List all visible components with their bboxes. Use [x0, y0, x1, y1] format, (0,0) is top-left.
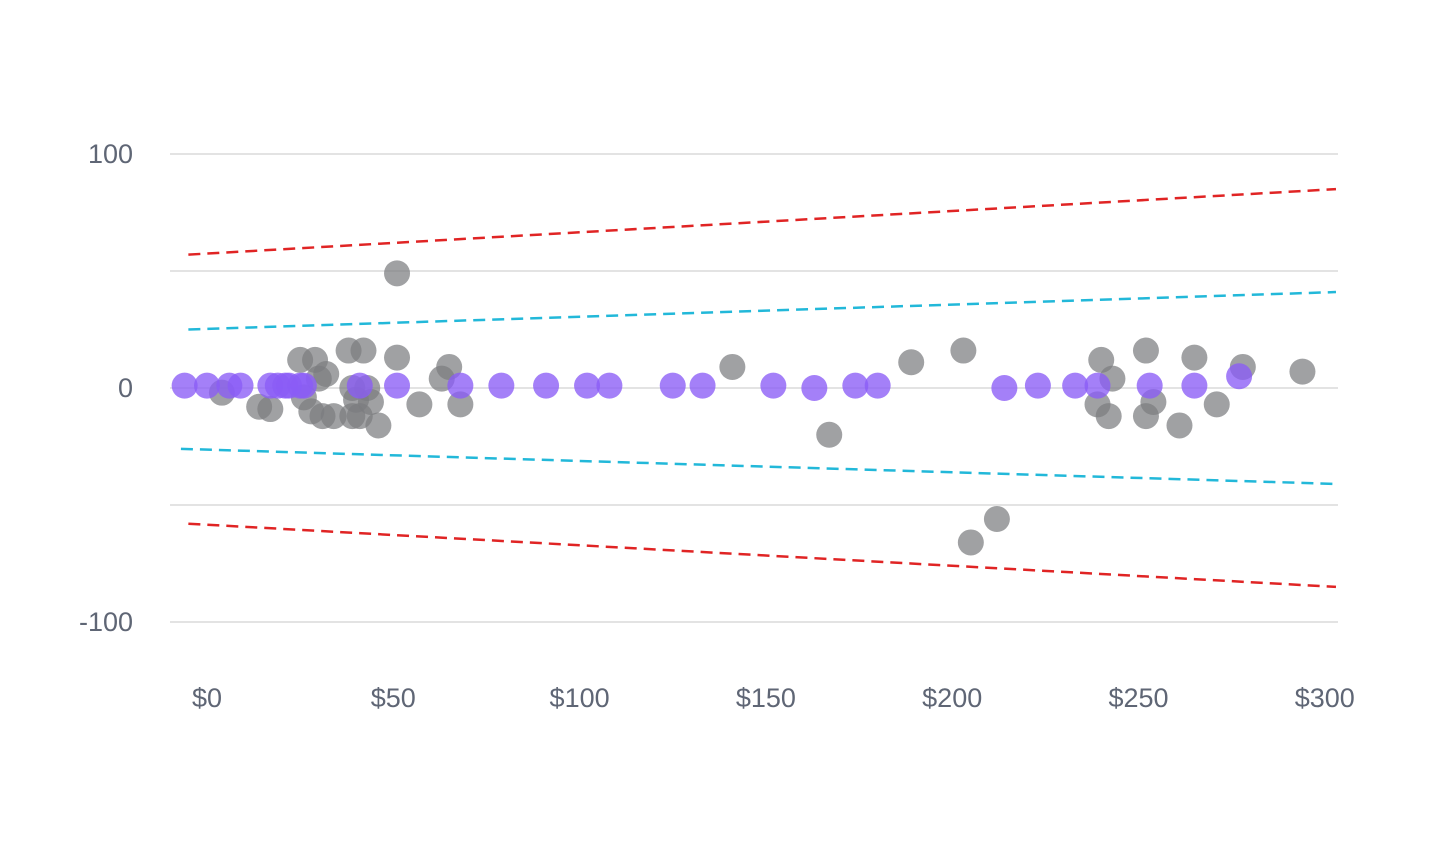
predicted-point — [991, 375, 1018, 401]
predicted-point — [801, 375, 828, 401]
predicted-point — [1062, 372, 1089, 399]
observed-point — [816, 421, 843, 448]
x-tick-label: $150 — [736, 683, 796, 713]
observed-point — [447, 391, 474, 418]
predicted-point — [194, 372, 220, 399]
predicted-point — [488, 372, 515, 399]
predicted-point — [346, 372, 373, 399]
predicted-point — [384, 372, 411, 399]
x-axis: $0 $50 $100 $150 $200 $250 $300 — [192, 683, 1355, 713]
predicted-point — [1136, 372, 1163, 399]
observed-point — [1181, 344, 1208, 371]
predicted-point — [1084, 372, 1111, 399]
observed-point — [719, 353, 746, 380]
inner-band-line — [180, 447, 1337, 486]
observed-point — [1203, 391, 1230, 418]
observed-point — [1088, 346, 1115, 373]
observed-point — [436, 353, 463, 380]
observed-point — [384, 344, 411, 371]
x-tick-label: $100 — [550, 683, 610, 713]
predicted-point — [596, 372, 623, 399]
y-tick-label: 100 — [88, 139, 133, 169]
observed-point — [384, 260, 411, 287]
predicted-point — [1226, 363, 1253, 390]
predicted-point — [760, 372, 787, 399]
y-axis: 100 0 -100 — [79, 139, 133, 637]
y-tick-label: 0 — [118, 373, 133, 403]
predicted-point — [689, 372, 716, 399]
outer-band-line — [188, 522, 1337, 589]
x-tick-label: $0 — [192, 683, 222, 713]
x-tick-label: $250 — [1108, 683, 1168, 713]
observed-point — [365, 412, 392, 439]
observed-point — [350, 337, 377, 364]
observed-point — [1095, 403, 1122, 430]
observed-point — [898, 349, 925, 376]
observed-point — [1132, 337, 1159, 364]
predicted-point — [290, 372, 317, 399]
observed-point — [406, 391, 433, 418]
predicted-point — [447, 372, 474, 399]
x-tick-label: $200 — [922, 683, 982, 713]
point-layer — [171, 260, 1316, 556]
inner-band-line — [188, 290, 1337, 331]
predicted-point — [1181, 372, 1208, 399]
x-tick-label: $50 — [371, 683, 416, 713]
observed-point — [320, 403, 347, 430]
band-layer — [180, 187, 1337, 589]
observed-point — [1289, 358, 1316, 385]
predicted-point — [227, 372, 254, 399]
observed-point — [957, 529, 984, 556]
observed-point — [1166, 412, 1193, 439]
outer-band-line — [188, 187, 1337, 256]
predicted-point — [171, 372, 198, 399]
predicted-point — [533, 372, 560, 399]
observed-point — [950, 337, 977, 364]
y-tick-label: -100 — [79, 607, 133, 637]
predicted-point — [574, 372, 601, 399]
predicted-point — [659, 372, 686, 399]
predicted-point — [864, 372, 891, 399]
observed-point — [983, 506, 1010, 533]
predicted-point — [1024, 372, 1051, 399]
observed-point — [257, 396, 284, 423]
observed-point — [313, 360, 340, 387]
predicted-point — [842, 372, 869, 399]
x-tick-label: $300 — [1295, 683, 1355, 713]
